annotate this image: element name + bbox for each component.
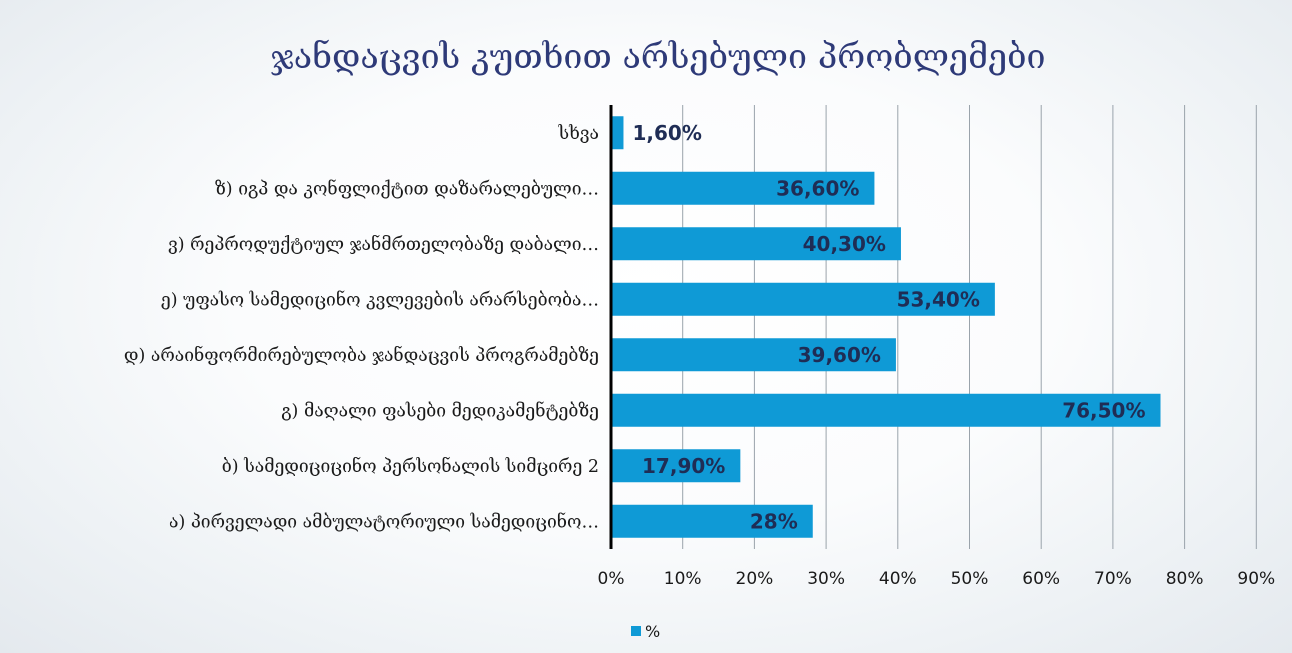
x-tick-label: 10% — [664, 569, 702, 589]
data-label: 1,60% — [632, 121, 701, 145]
bar[interactable] — [612, 227, 901, 261]
legend[interactable]: % — [631, 622, 660, 641]
data-label: 76,50% — [1062, 398, 1145, 422]
x-tick-label: 40% — [879, 569, 917, 589]
legend-swatch — [631, 626, 641, 636]
x-tick-label: 20% — [736, 569, 774, 589]
data-label: 39,60% — [798, 343, 881, 367]
bar[interactable] — [612, 171, 875, 205]
x-tick-label: 70% — [1094, 569, 1132, 589]
bar[interactable] — [612, 393, 1161, 427]
x-tick-label: 60% — [1022, 569, 1060, 589]
data-label: 53,40% — [897, 287, 980, 311]
category-label: ზ) იგპ და კონფლიქტით დაზარალებული… — [215, 179, 599, 199]
x-tick-label: 0% — [598, 569, 625, 589]
data-label: 28% — [750, 509, 798, 533]
category-label: დ) არაინფორმირებულობა ჯანდაცვის პროგრამე… — [124, 346, 599, 366]
chart-title: ჯანდაცვის კუთხით არსებული პრობლემები — [270, 37, 1045, 77]
data-label: 36,60% — [776, 176, 859, 200]
data-labels: 1,60% 36,60% 40,30% 53,40% 39,60% 76,50% 17,90… — [632, 121, 1145, 534]
data-label: 17,90% — [642, 454, 725, 478]
bar[interactable] — [612, 338, 896, 372]
bar[interactable] — [612, 282, 995, 316]
category-label: ვ) რეპროდუქტიულ ჯანმრთელობაზე დაბალი… — [168, 235, 599, 255]
gridlines — [682, 105, 1257, 549]
x-axis-tick-labels: 0% 10% 20% 30% 40% 50% 60% 70% 80% 90% — [598, 569, 1276, 589]
x-tick-label: 90% — [1237, 569, 1275, 589]
category-label: გ) მაღალი ფასები მედიკამენტებზე — [281, 401, 599, 421]
bar[interactable] — [612, 116, 624, 150]
category-label: ა) პირველადი ამბულატორიული სამედიცინო… — [169, 512, 599, 532]
legend-label: % — [645, 622, 660, 641]
category-label: ე) უფასო სამედიცინო კვლევების არარსებობა… — [161, 290, 599, 310]
category-label: ბ) სამედიციცინო პერსონალის სიმცირე 2 — [222, 457, 599, 477]
category-labels: სხვა ზ) იგპ და კონფლიქტით დაზარალებული… ვ)… — [124, 124, 599, 533]
x-tick-label: 50% — [951, 569, 989, 589]
x-tick-label: 80% — [1166, 569, 1204, 589]
bars — [612, 116, 1161, 538]
category-label: სხვა — [557, 124, 599, 144]
bar[interactable] — [612, 449, 741, 483]
bar[interactable] — [612, 504, 813, 538]
data-label: 40,30% — [803, 232, 886, 256]
x-tick-label: 30% — [807, 569, 845, 589]
